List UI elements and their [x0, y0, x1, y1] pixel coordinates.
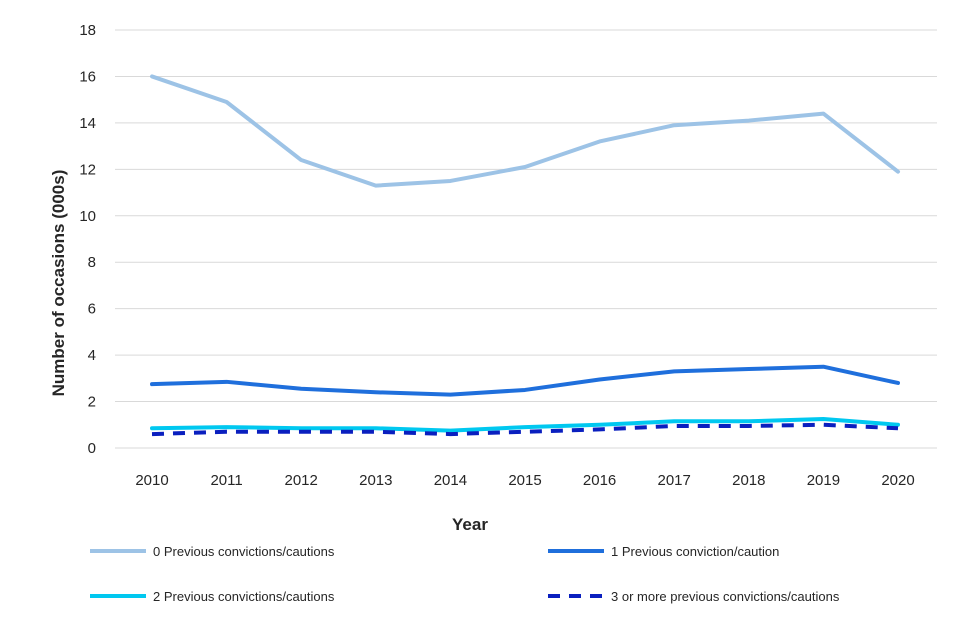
x-tick-label: 2010 [135, 472, 168, 489]
y-tick-label: 18 [79, 22, 96, 39]
x-tick-label: 2014 [434, 472, 467, 489]
y-tick-label: 0 [88, 440, 96, 457]
series-3 [151, 422, 899, 437]
x-tick-label: 2018 [732, 472, 765, 489]
x-tick-label: 2020 [881, 472, 914, 489]
legend-item: 2 Previous convictions/cautions [90, 589, 335, 604]
x-tick-label: 2015 [508, 472, 541, 489]
x-tick-label: 2012 [285, 472, 318, 489]
y-tick-label: 12 [79, 161, 96, 178]
y-tick-label: 10 [79, 208, 96, 225]
x-tick-label: 2011 [210, 472, 242, 489]
legend: 0 Previous convictions/cautions 1 Previou… [90, 544, 840, 604]
x-tick-label: 2016 [583, 472, 616, 489]
series-2 [150, 416, 900, 433]
legend-label: 0 Previous convictions/cautions [153, 544, 335, 559]
x-axis-title: Year [452, 515, 488, 534]
y-tick-label: 16 [79, 68, 96, 85]
x-tick-label: 2019 [807, 472, 840, 489]
y-tick-label: 4 [88, 347, 96, 364]
legend-label: 1 Previous conviction/caution [611, 544, 779, 559]
legend-item: 3 or more previous convictions/cautions [548, 589, 840, 604]
y-tick-label: 14 [79, 115, 96, 132]
legend-item: 1 Previous conviction/caution [548, 544, 779, 559]
x-tick-label: 2017 [658, 472, 691, 489]
series-1 [150, 364, 900, 397]
x-axis-ticks: 2010 2011 2012 2013 2014 2015 2016 2017 2018 2019… [135, 472, 914, 489]
y-tick-label: 2 [88, 394, 96, 411]
series-line [150, 364, 900, 397]
gridlines [115, 29, 937, 449]
legend-item: 0 Previous convictions/cautions [90, 544, 335, 559]
y-tick-label: 8 [88, 254, 96, 271]
x-tick-label: 2013 [359, 472, 392, 489]
series-lines [150, 74, 900, 437]
legend-label: 3 or more previous convictions/cautions [611, 589, 840, 604]
legend-label: 2 Previous convictions/cautions [153, 589, 335, 604]
y-axis-title: Number of occasions (000s) [49, 170, 68, 397]
y-tick-label: 6 [88, 301, 96, 318]
y-axis-ticks: 0 2 4 6 8 10 12 14 16 18 [79, 22, 96, 457]
series-0 [150, 74, 900, 188]
